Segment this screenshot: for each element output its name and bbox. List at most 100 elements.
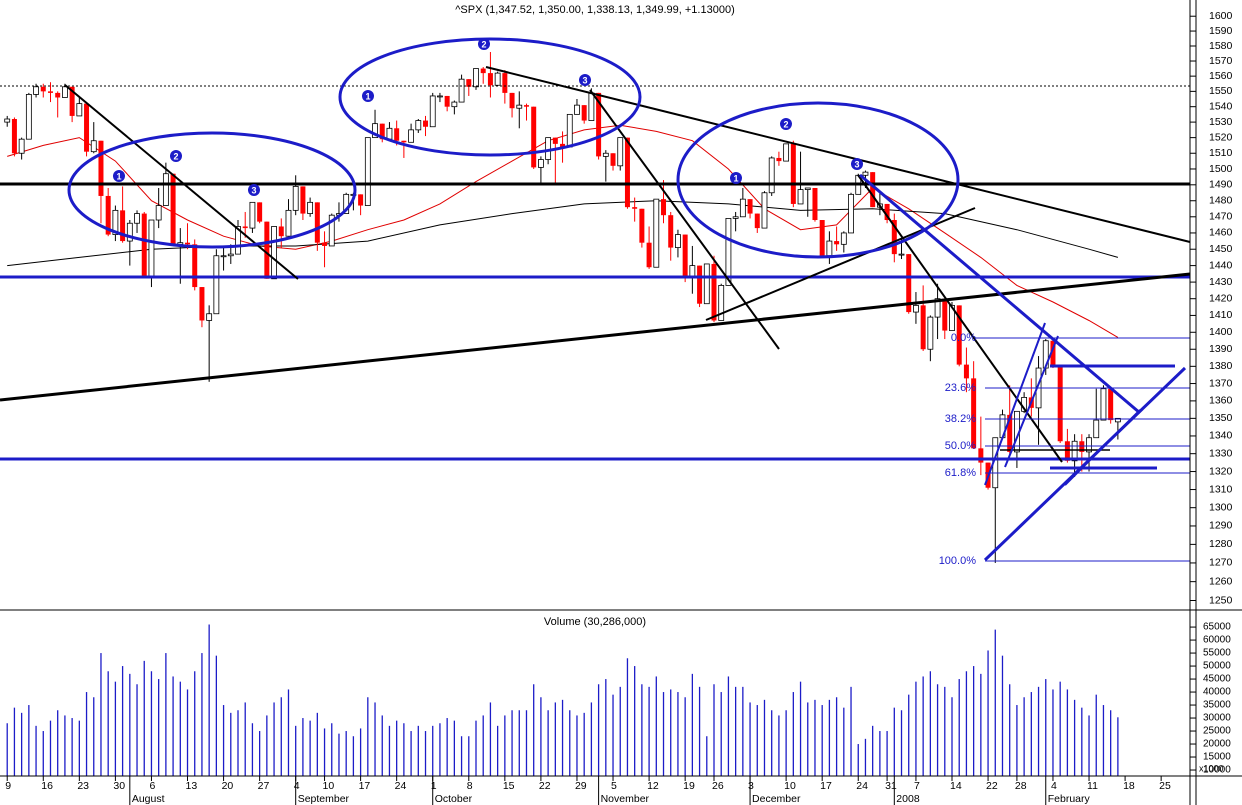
candle-body	[451, 101, 458, 108]
y-tick-label: 1600	[1209, 10, 1233, 22]
volume-tick-label: 25000	[1203, 726, 1231, 737]
x-tick-label: 7	[914, 780, 920, 792]
candle-body	[581, 105, 587, 121]
candle-body	[552, 137, 558, 144]
y-tick-label: 1580	[1209, 40, 1233, 52]
candle-body	[364, 137, 371, 206]
candle-body	[682, 234, 688, 278]
candle-body	[271, 226, 277, 280]
wave-markers	[113, 38, 863, 196]
candle-body	[423, 120, 429, 127]
candle-body	[473, 68, 479, 88]
candle-body	[509, 92, 515, 109]
fib-label: 0.0%	[951, 332, 976, 344]
candle-body	[761, 192, 768, 229]
candle-body	[343, 193, 350, 214]
candle-body	[653, 198, 660, 268]
wave-label: 1	[116, 171, 121, 181]
x-tick-label: 13	[186, 780, 198, 792]
candle-body	[213, 255, 220, 315]
y-tick-label: 1370	[1209, 377, 1233, 389]
candle-body	[617, 137, 624, 167]
candle-body	[155, 205, 162, 221]
y-tick-label: 1280	[1209, 538, 1233, 550]
wave-label: 3	[854, 159, 859, 169]
x-tick-label: 4	[294, 780, 300, 792]
candle-body	[1064, 441, 1070, 461]
candle-body	[257, 202, 263, 222]
candle-body	[516, 104, 523, 109]
candle-body	[47, 91, 53, 93]
annotations: 1 2 3 1 2 3 1 2 3 0.0% 23.6% 38.2% 50.0%…	[0, 37, 1191, 567]
volume-tick-label: 65000	[1203, 622, 1231, 633]
candle-body	[33, 86, 39, 95]
candle-body	[466, 79, 472, 87]
x-tick-label: 28	[1015, 780, 1027, 792]
y-tick-label: 1440	[1209, 259, 1233, 271]
wave-label: 3	[251, 185, 256, 195]
month-label: November	[601, 793, 650, 805]
x-tick-label: 12	[647, 780, 659, 792]
wave-marker	[579, 74, 591, 86]
chart-title: ^SPX (1,347.52, 1,350.00, 1,338.13, 1,34…	[455, 4, 734, 16]
candle-body	[249, 201, 256, 229]
candle-body	[185, 242, 191, 245]
trend-line	[589, 89, 780, 350]
candle-body	[502, 73, 508, 93]
candle-body	[610, 153, 616, 166]
candle-body	[372, 123, 378, 139]
pattern-ellipse	[338, 37, 642, 157]
fib-label: 23.6%	[945, 382, 976, 394]
y-tick-label: 1540	[1209, 100, 1233, 112]
y-tick-label: 1330	[1209, 447, 1233, 459]
x-tick-label: 3	[748, 780, 754, 792]
moving-average	[7, 124, 1119, 338]
wave-marker	[478, 38, 490, 50]
month-label: September	[298, 793, 350, 805]
candle-body	[408, 129, 414, 143]
candle-body	[55, 92, 61, 98]
candle-body	[1071, 440, 1078, 462]
candle-body	[98, 140, 104, 196]
candle-body	[69, 86, 75, 116]
candle-body	[90, 140, 97, 153]
y-tick-label: 1590	[1209, 25, 1233, 37]
candle-body	[812, 187, 818, 221]
volume-tick-label: 10000	[1203, 765, 1231, 776]
candle-body	[264, 221, 270, 279]
x-tick-label: 18	[1123, 780, 1135, 792]
x-tick-label: 22	[539, 780, 551, 792]
candle-body	[386, 127, 393, 140]
candle-body	[192, 244, 198, 288]
candle-body	[25, 94, 32, 140]
candle-body	[697, 265, 703, 304]
candle-body	[862, 171, 869, 176]
trend-line	[485, 66, 1191, 243]
x-tick-label: 30	[113, 780, 125, 792]
candle-body	[834, 241, 840, 245]
wave-marker	[780, 118, 792, 130]
candle-body	[668, 215, 674, 248]
candle-body	[134, 213, 140, 224]
y-tick-label: 1390	[1209, 343, 1233, 355]
y-tick-label: 1290	[1209, 520, 1233, 532]
candle-body	[1086, 437, 1092, 453]
candle-body	[112, 209, 119, 235]
y-tick-label: 1320	[1209, 465, 1233, 477]
candle-body	[560, 143, 566, 147]
volume-tick-label: 60000	[1203, 635, 1231, 646]
candle-body	[437, 95, 443, 98]
month-label: August	[132, 793, 165, 805]
candle-body	[170, 173, 176, 245]
y-tick-label: 1310	[1209, 483, 1233, 495]
candle-body	[394, 128, 400, 141]
y-tick-label: 1570	[1209, 55, 1233, 67]
candle-body	[126, 222, 133, 242]
x-tick-label: 25	[1159, 780, 1171, 792]
candle-body	[120, 210, 126, 242]
x-tick-label: 4	[1051, 780, 1057, 792]
